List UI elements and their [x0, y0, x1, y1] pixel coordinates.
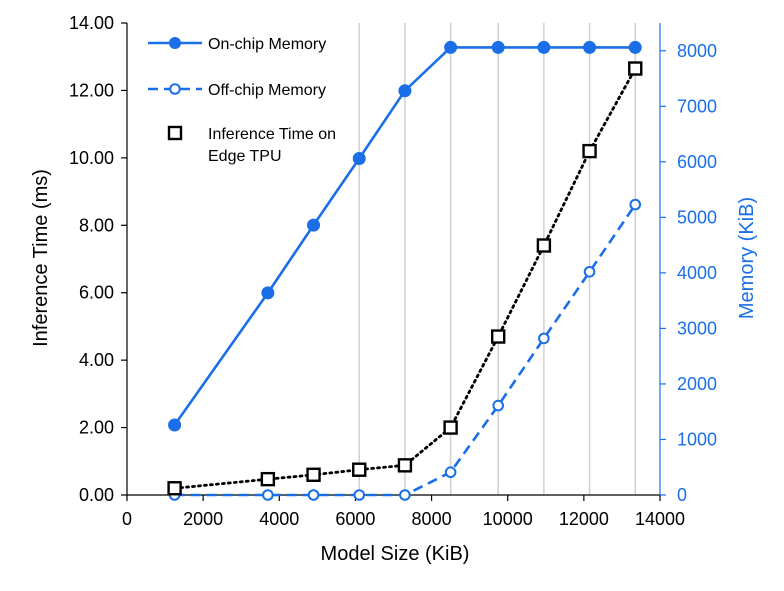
x-axis-title: Model Size (KiB) [321, 543, 470, 565]
series-line [173, 46, 636, 426]
legend-label: On-chip Memory [208, 36, 326, 53]
right-y-tick-label: 6000 [677, 152, 717, 172]
data-point [352, 151, 366, 165]
data-point [398, 84, 412, 98]
data-point [261, 286, 275, 300]
x-tick-label: 10000 [483, 509, 533, 529]
data-point [583, 265, 596, 278]
data-point [444, 466, 457, 479]
data-point [168, 418, 182, 432]
data-point [397, 458, 413, 473]
data-point [307, 218, 321, 232]
data-point [536, 238, 552, 253]
series-dotted-open-square [167, 61, 643, 496]
left-y-tick-label: 4.00 [79, 350, 114, 370]
right-y-tick-label: 7000 [677, 96, 717, 116]
legend-swatch-marker [169, 83, 181, 95]
data-point [492, 399, 504, 412]
data-point [490, 329, 506, 344]
data-point [629, 198, 642, 211]
x-tick-label: 2000 [183, 509, 223, 529]
x-tick-label: 12000 [559, 509, 609, 529]
right-y-tick-label: 3000 [677, 318, 717, 338]
gridlines [358, 23, 637, 495]
left-y-tick-label: 2.00 [79, 418, 114, 438]
x-tick-label: 14000 [635, 509, 685, 529]
left-y-tick-label: 0.00 [79, 485, 114, 505]
right-y-tick-label: 8000 [677, 41, 717, 61]
data-point [538, 332, 550, 345]
data-point [628, 61, 643, 76]
x-tick-label: 0 [122, 509, 132, 529]
x-tick-label: 8000 [412, 509, 452, 529]
x-axis-ticks: 0 2000 4000 6000 8000 10000 12000 14000 [122, 495, 685, 529]
data-point [352, 462, 367, 477]
right-y-tick-label: 4000 [677, 263, 717, 283]
series-line [174, 203, 637, 497]
data-point [537, 40, 551, 54]
right-y-tick-label: 5000 [677, 207, 717, 227]
series-solid-filled-circle [168, 40, 642, 432]
data-point [583, 40, 597, 54]
legend-entry: On-chip Memory [148, 36, 326, 53]
data-point [260, 471, 276, 487]
left-y-tick-label: 10.00 [69, 148, 114, 168]
right-y-tick-label: 2000 [677, 374, 717, 394]
right-y-axis-title: Memory (KiB) [736, 197, 758, 319]
data-point [628, 40, 642, 54]
legend: On-chip Memory Off-chip Memory Inference T… [148, 36, 336, 165]
legend-entry: Off-chip Memory [148, 82, 326, 99]
left-y-tick-label: 14.00 [69, 13, 114, 33]
series-dashed-open-circle [168, 198, 642, 501]
legend-swatch-marker [169, 37, 181, 49]
data-point [444, 40, 458, 54]
left-y-axis-title: Inference Time (ms) [30, 169, 52, 347]
right-y-tick-label: 0 [677, 485, 687, 505]
right-y-axis-ticks: 0 1000 2000 3000 4000 5000 6000 7000 8000 [660, 41, 717, 505]
legend-swatch-marker [167, 125, 183, 141]
left-y-axis-ticks: 0.00 2.00 4.00 6.00 8.00 10.00 12.00 14.00 [69, 13, 127, 505]
data-point [167, 481, 182, 496]
left-y-tick-label: 12.00 [69, 80, 114, 100]
data-point [443, 420, 458, 435]
x-tick-label: 6000 [335, 509, 375, 529]
left-y-tick-label: 8.00 [79, 215, 114, 235]
right-y-tick-label: 1000 [677, 429, 717, 449]
series-line [173, 67, 637, 490]
data-point [582, 143, 597, 159]
legend-entry: Inference Time on Edge TPU [167, 125, 336, 165]
left-y-tick-label: 6.00 [79, 283, 114, 303]
data-point [399, 489, 411, 501]
x-tick-label: 4000 [259, 509, 299, 529]
data-point [306, 467, 321, 482]
data-point [262, 489, 274, 501]
legend-label: Inference Time on Edge TPU [208, 126, 336, 165]
series-layer [167, 40, 643, 501]
legend-label: Off-chip Memory [208, 82, 326, 99]
data-point [307, 489, 320, 501]
data-point [353, 489, 366, 501]
axes [126, 23, 661, 496]
data-point [491, 40, 505, 54]
